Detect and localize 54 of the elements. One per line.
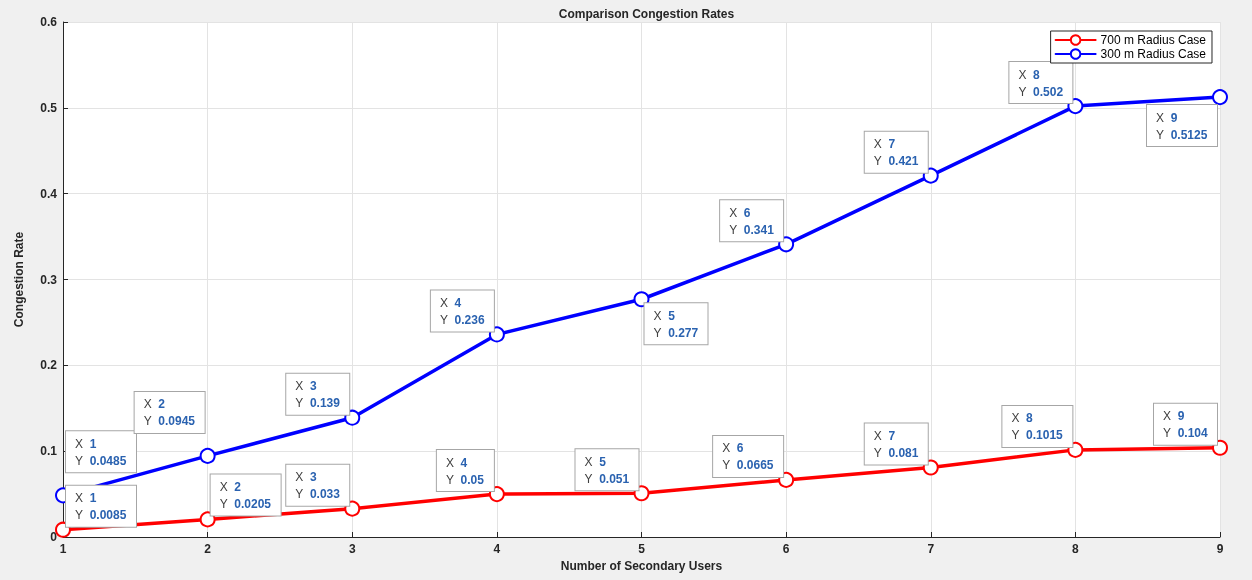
point (344, 409, 361, 426)
data-label: X 4 Y 0.236 (439, 295, 485, 327)
data-label: X 5 Y 0.277 (653, 308, 699, 340)
x-tick-label: 3 (348, 542, 356, 556)
data-label: X 6 Y 0.0665 (722, 441, 774, 473)
data-label: X 9 Y 0.104 (1163, 409, 1209, 441)
y-tick-label: 0.4 (40, 186, 58, 201)
y-tick-label: 0 (50, 530, 58, 544)
x-tick-label: 1 (59, 542, 67, 556)
point (199, 447, 216, 464)
legend-label: 700 m Radius Case (1100, 33, 1207, 47)
point (778, 471, 795, 488)
data-label: X 5 Y 0.051 (584, 454, 630, 486)
x-axis-title: Number of Secondary Users (560, 558, 723, 573)
data-label: X 1 Y 0.0485 (75, 436, 127, 468)
data-label: X 7 Y 0.081 (873, 428, 919, 460)
legend-label: 300 m Radius Case (1100, 47, 1207, 61)
data-label: X 3 Y 0.033 (295, 470, 341, 502)
point (488, 326, 505, 343)
y-axis-title: Congestion Rate (12, 231, 26, 328)
data-label: X 2 Y 0.0945 (143, 397, 196, 429)
y-tick-label: 0.1 (40, 444, 58, 459)
x-tick-label: 8 (1072, 542, 1080, 556)
data-label: X 7 Y 0.421 (873, 137, 919, 169)
point (1067, 441, 1084, 458)
chart-title: Comparison Congestion Rates (558, 7, 735, 21)
data-label: X 9 Y 0.5125 (1156, 110, 1208, 142)
point (344, 500, 361, 517)
point (922, 459, 939, 476)
data-label: X 4 Y 0.05 (445, 455, 485, 487)
point (55, 521, 71, 538)
point (1212, 439, 1228, 456)
y-tick-label: 0.3 (40, 272, 58, 287)
data-label: X 1 Y 0.0085 (75, 491, 127, 523)
x-tick-label: 7 (927, 542, 935, 556)
x-tick-label: 5 (638, 542, 646, 556)
data-label: X 2 Y 0.0205 (219, 479, 272, 511)
data-label: X 8 Y 0.502 (1018, 67, 1064, 99)
data-label: X 6 Y 0.341 (729, 205, 775, 237)
x-tick-label: 2 (204, 542, 212, 556)
point (199, 511, 216, 528)
point (1212, 89, 1228, 106)
y-tick-label: 0.2 (40, 358, 58, 373)
data-label: X 3 Y 0.139 (295, 379, 341, 411)
x-tick-label: 9 (1216, 542, 1224, 556)
y-tick-label: 0.5 (40, 100, 58, 115)
y-tick-label: 0.6 (40, 15, 58, 29)
point (633, 291, 650, 308)
point (1067, 98, 1084, 115)
x-tick-label: 4 (493, 542, 501, 556)
point (488, 486, 505, 503)
point (778, 236, 795, 253)
data-label: X 8 Y 0.1015 (1011, 411, 1064, 443)
x-tick-label: 6 (782, 542, 790, 556)
